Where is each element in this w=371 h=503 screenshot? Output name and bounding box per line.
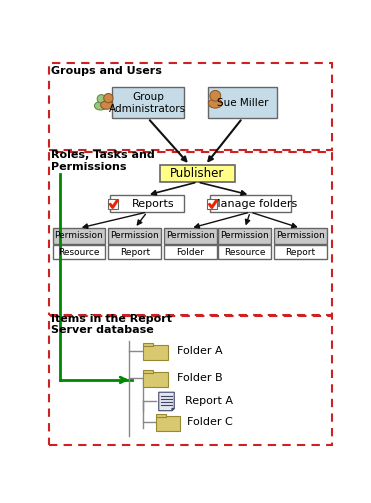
- Text: Permission: Permission: [276, 231, 325, 240]
- Bar: [143, 370, 153, 373]
- Bar: [108, 199, 118, 209]
- Bar: [164, 245, 217, 259]
- Bar: [219, 228, 271, 243]
- Bar: [53, 228, 105, 243]
- Bar: [49, 63, 332, 150]
- Bar: [112, 88, 184, 118]
- Ellipse shape: [101, 101, 113, 109]
- Bar: [210, 195, 291, 212]
- Text: Folder C: Folder C: [187, 417, 233, 427]
- Bar: [143, 345, 168, 360]
- Circle shape: [210, 91, 221, 101]
- Bar: [274, 245, 327, 259]
- Bar: [108, 228, 161, 243]
- Text: Roles, Tasks and
Permissions: Roles, Tasks and Permissions: [51, 150, 155, 172]
- Bar: [156, 414, 166, 417]
- Bar: [160, 165, 236, 182]
- Text: Report A: Report A: [185, 396, 233, 406]
- Text: Folder: Folder: [177, 247, 204, 257]
- Bar: [219, 245, 271, 259]
- Bar: [110, 195, 184, 212]
- Text: Report: Report: [120, 247, 150, 257]
- Text: Folder B: Folder B: [177, 373, 223, 383]
- Bar: [49, 316, 332, 445]
- Ellipse shape: [209, 99, 222, 108]
- Text: Resource: Resource: [224, 247, 266, 257]
- Bar: [164, 228, 217, 243]
- Bar: [108, 245, 161, 259]
- Circle shape: [104, 94, 113, 103]
- Circle shape: [97, 95, 106, 103]
- Text: Groups and Users: Groups and Users: [51, 66, 162, 76]
- Ellipse shape: [95, 102, 107, 110]
- Polygon shape: [159, 392, 174, 411]
- Text: Items in the Report
Server database: Items in the Report Server database: [51, 314, 172, 336]
- Bar: [156, 416, 180, 431]
- Text: Permission: Permission: [110, 231, 159, 240]
- Text: Permission: Permission: [55, 231, 103, 240]
- Bar: [208, 88, 278, 118]
- Bar: [207, 199, 217, 209]
- Bar: [274, 228, 327, 243]
- Text: Resource: Resource: [58, 247, 100, 257]
- Bar: [143, 343, 153, 346]
- Text: Sue Miller: Sue Miller: [217, 98, 268, 108]
- Text: Permission: Permission: [220, 231, 269, 240]
- Text: Reports: Reports: [132, 199, 175, 209]
- Bar: [49, 152, 332, 315]
- Text: Permission: Permission: [166, 231, 215, 240]
- Bar: [53, 245, 105, 259]
- Text: Folder A: Folder A: [177, 347, 223, 357]
- Text: Report: Report: [286, 247, 316, 257]
- Polygon shape: [172, 408, 174, 411]
- Text: Manage folders: Manage folders: [211, 199, 297, 209]
- Text: Group
Administrators: Group Administrators: [109, 92, 187, 114]
- Bar: [143, 372, 168, 387]
- Text: Publisher: Publisher: [170, 167, 225, 180]
